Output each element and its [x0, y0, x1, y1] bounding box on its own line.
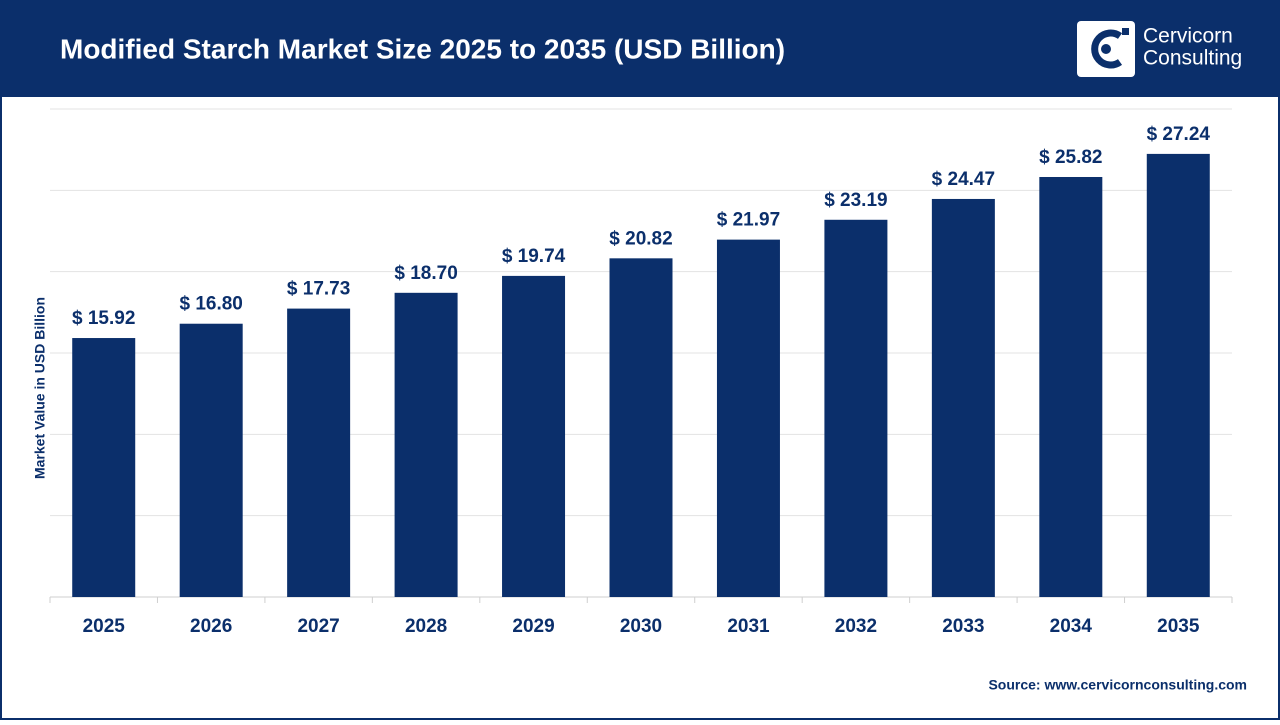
value-label: $ 25.82	[1039, 147, 1102, 168]
x-tick-label: 2025	[83, 616, 126, 637]
chart-title: Modified Starch Market Size 2025 to 2035…	[60, 33, 785, 64]
bar	[502, 275, 566, 597]
y-axis-label: Market Value in USD Billion	[32, 297, 48, 479]
x-tick-label: 2030	[620, 616, 662, 637]
header-band	[0, 0, 1280, 97]
bar	[72, 338, 136, 597]
x-tick-label: 2035	[1157, 616, 1200, 637]
x-tick-label: 2028	[405, 616, 447, 637]
value-label: $ 21.97	[717, 210, 780, 231]
value-label: $ 17.73	[287, 279, 350, 300]
source-note: Source: www.cervicornconsulting.com	[988, 677, 1247, 693]
x-tick-label: 2031	[727, 616, 770, 637]
bar	[1039, 176, 1103, 597]
value-label: $ 19.74	[502, 246, 566, 267]
brand-line: Consulting	[1143, 47, 1242, 70]
bar	[287, 308, 351, 597]
x-tick-label: 2029	[512, 616, 554, 637]
value-label: $ 20.82	[609, 228, 672, 249]
bar	[609, 258, 673, 597]
x-tick-label: 2034	[1050, 616, 1093, 637]
bar	[824, 219, 888, 597]
logo: Cervicorn Consulting	[1077, 21, 1242, 77]
logo-dot	[1101, 44, 1111, 54]
bar	[716, 239, 780, 597]
value-label: $ 24.47	[932, 169, 995, 190]
brand-line: Cervicorn	[1143, 25, 1233, 48]
logo-square	[1122, 28, 1129, 35]
bar	[394, 292, 458, 597]
value-label: $ 15.92	[72, 308, 135, 329]
value-label: $ 27.24	[1147, 124, 1211, 145]
x-tick-label: 2026	[190, 616, 232, 637]
logo-mark	[1091, 29, 1123, 69]
value-label: $ 23.19	[824, 190, 887, 211]
x-tick-label: 2027	[297, 616, 339, 637]
value-label: $ 16.80	[179, 294, 242, 315]
bar	[179, 323, 243, 597]
bar	[931, 198, 995, 598]
x-tick-label: 2032	[835, 616, 877, 637]
value-label: $ 18.70	[394, 263, 457, 284]
bar	[1146, 153, 1210, 597]
x-tick-label: 2033	[942, 616, 984, 637]
